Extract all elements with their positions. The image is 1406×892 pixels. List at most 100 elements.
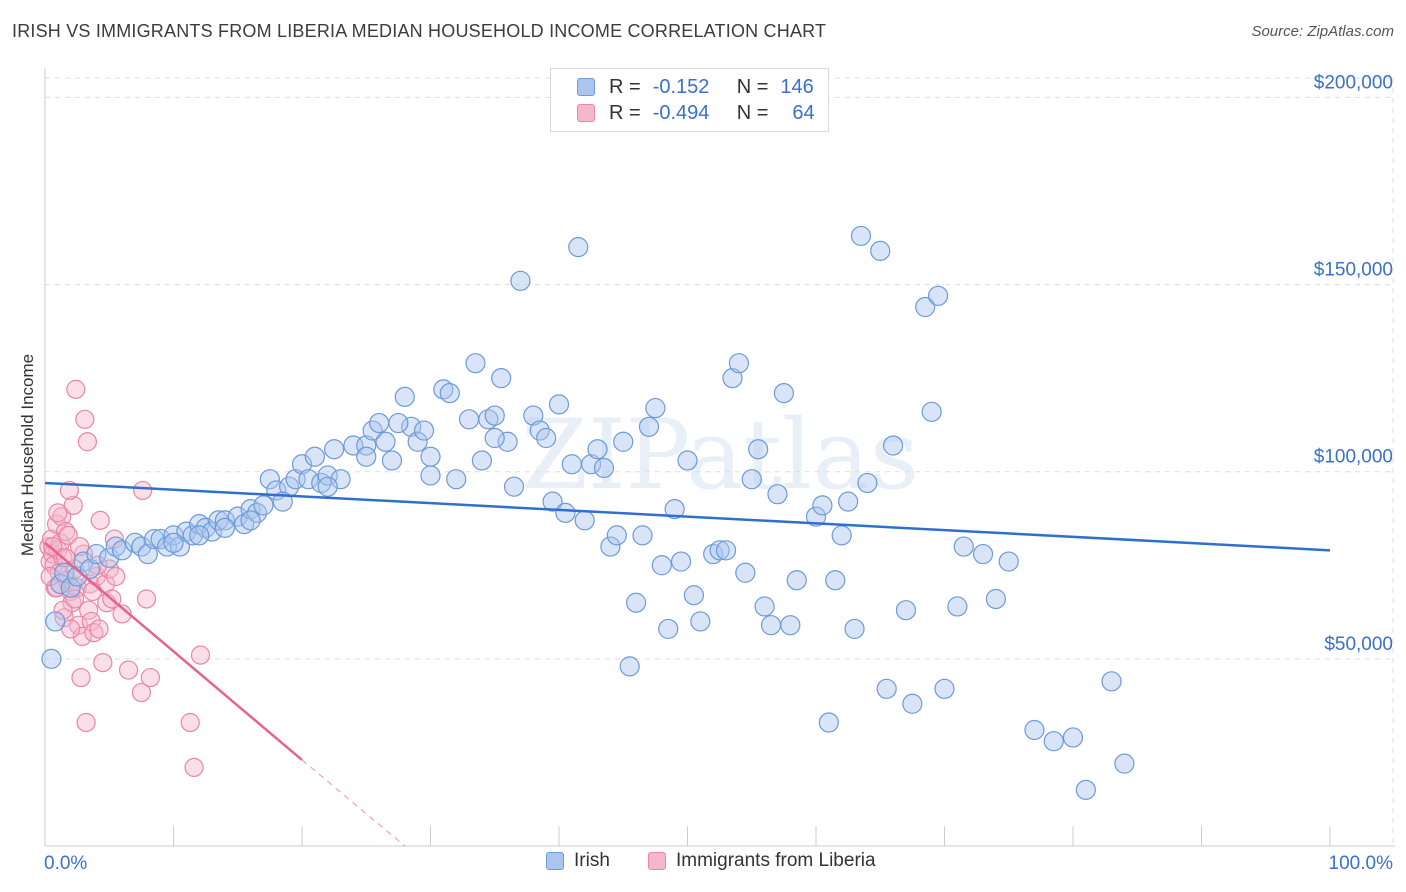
irish-point [60, 577, 81, 598]
irish-point [619, 656, 640, 677]
irish-point [484, 427, 505, 449]
irish-point [664, 499, 685, 520]
irish-point [394, 386, 415, 407]
irish-point [838, 491, 859, 512]
liberia-point [79, 600, 99, 620]
liberia-point [80, 574, 100, 594]
irish-point [818, 712, 839, 733]
irish-point [54, 562, 75, 583]
liberia-trend-line [44, 541, 303, 761]
irish-point [478, 409, 499, 430]
irish-point [998, 551, 1019, 572]
irish-point [304, 446, 325, 467]
liberia-point [71, 667, 91, 688]
irish-point [189, 514, 210, 535]
irish-point [503, 476, 525, 497]
irish-point [985, 588, 1007, 610]
irish-point [1062, 727, 1084, 748]
legend-row-liberia: R = -0.494 N = 64 [577, 100, 815, 126]
liberia-point [43, 536, 63, 557]
liberia-trend-extension [301, 759, 406, 847]
liberia-point [84, 623, 104, 643]
liberia-point [75, 409, 95, 429]
irish-point [857, 472, 878, 494]
irish-point [895, 600, 917, 621]
liberia-point [99, 559, 119, 579]
irish-point [439, 383, 460, 404]
bottom-legend-irish: Irish [546, 850, 610, 872]
irish-point [850, 225, 872, 247]
irish-point [523, 405, 544, 426]
irish-point [356, 446, 377, 467]
legend-r-value-liberia: -0.494 [652, 101, 710, 124]
irish-point [1024, 719, 1045, 741]
irish-point [375, 431, 396, 452]
irish-point [169, 536, 191, 557]
bottom-legend-irish-label: Irish [574, 850, 610, 871]
liberia-point [58, 525, 78, 545]
irish-point [561, 454, 582, 475]
irish-point [1114, 753, 1135, 774]
watermark: ZIPatlas [521, 399, 919, 511]
irish-trend-line [44, 481, 1331, 552]
irish-point [568, 237, 589, 258]
irish-point [786, 570, 807, 591]
irish-point [484, 405, 505, 426]
irish-point [86, 543, 107, 565]
irish-point [651, 555, 672, 576]
irish-point [715, 540, 737, 561]
irish-point [298, 469, 319, 490]
irish-point [497, 431, 518, 452]
irish-point [683, 585, 705, 606]
irish-point [593, 457, 615, 479]
irish-point [536, 427, 557, 449]
irish-point [625, 592, 647, 613]
liberia-point [81, 611, 101, 632]
irish-point [972, 543, 994, 565]
liberia-point [93, 652, 113, 673]
irish-point [709, 540, 730, 561]
liberia-point [48, 503, 68, 523]
liberia-point [67, 578, 87, 598]
irish-point [401, 416, 422, 437]
irish-point [381, 450, 403, 471]
irish-point [330, 469, 351, 490]
liberia-point [190, 645, 211, 665]
irish-point [182, 525, 203, 546]
liberia-point [70, 536, 90, 557]
irish-point [317, 476, 338, 497]
bottom-legend-liberia-label: Immigrants from Liberia [676, 850, 876, 871]
liberia-point [59, 480, 80, 501]
irish-point [471, 450, 492, 471]
irish-point [882, 435, 904, 456]
legend-r-value-irish: -0.152 [652, 75, 710, 98]
liberia-point [136, 589, 157, 609]
irish-point [825, 570, 846, 591]
correlation-legend: R = -0.152 N = 146 R = -0.494 N = 64 [550, 68, 829, 132]
tick-labels: $50,000 $100,000 $150,000 $200,000 0.0% 100.0… [44, 72, 1393, 874]
y-tick-label: $150,000 [1314, 260, 1393, 281]
liberia-swatch [577, 104, 595, 122]
irish-point [1043, 731, 1064, 752]
irish-point [291, 454, 313, 475]
irish-point [433, 379, 454, 400]
x-tick-label: 0.0% [44, 853, 87, 874]
irish-point [638, 416, 660, 437]
irish-point [79, 558, 101, 580]
liberia-point [140, 667, 160, 688]
irish-point [253, 495, 274, 516]
irish-point [632, 525, 653, 546]
axes [44, 68, 1395, 847]
liberia-swatch [648, 852, 666, 870]
irish-point [548, 394, 570, 415]
irish-point [124, 532, 146, 553]
irish-point [214, 510, 235, 531]
legend-n-label: N = [736, 75, 769, 98]
irish-point [606, 525, 627, 546]
irish-point [831, 525, 852, 546]
liberia-point [89, 619, 109, 639]
irish-point [722, 368, 743, 389]
irish-point [234, 514, 255, 535]
liberia-point [133, 480, 153, 501]
irish-point [99, 547, 120, 568]
